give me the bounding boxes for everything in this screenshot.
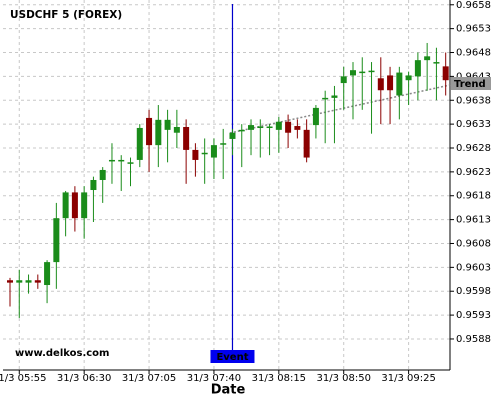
candle-body: [53, 218, 60, 263]
x-tick-label: 31/3 08:15: [252, 373, 306, 384]
candle-body: [257, 126, 264, 129]
y-tick-label: 0.9588: [456, 334, 491, 345]
candle-body: [201, 152, 208, 155]
candle-body: [118, 159, 125, 162]
candle-body: [414, 60, 421, 77]
watermark: www.delkos.com: [15, 348, 109, 359]
candle-body: [266, 126, 273, 129]
candle-body: [331, 95, 338, 98]
x-tick-label: 31/3 07:40: [187, 373, 241, 384]
event-label: Event: [216, 352, 248, 363]
y-tick-label: 0.9618: [456, 191, 491, 202]
candle-body: [340, 76, 347, 84]
y-tick-label: 0.9653: [456, 24, 491, 35]
candle-body: [405, 75, 412, 81]
candle-body: [294, 126, 301, 130]
candle-body: [81, 192, 88, 219]
candle-body: [442, 66, 449, 81]
chart-title: USDCHF 5 (FOREX): [10, 9, 122, 21]
y-tick-label: 0.9608: [456, 238, 491, 249]
candle-body: [7, 280, 13, 283]
candle-body: [99, 169, 106, 180]
candle-body: [424, 56, 431, 61]
candle-body: [220, 143, 227, 145]
candle-body: [62, 192, 69, 219]
y-tick-label: 0.9593: [456, 310, 491, 321]
y-tick-label: 0.9658: [456, 0, 491, 11]
candle-body: [396, 72, 403, 96]
candle-body: [183, 126, 190, 150]
candle-body: [155, 119, 162, 146]
event-box: [210, 350, 255, 363]
candle-body: [359, 71, 366, 74]
candle-body: [210, 145, 217, 158]
candle-body: [387, 75, 394, 91]
candle-body: [108, 159, 115, 162]
x-tick-label: 31/3 07:05: [122, 373, 176, 384]
trend-label: Trend: [454, 79, 486, 90]
x-axis-label: Date: [211, 383, 246, 398]
candle-body: [34, 280, 41, 283]
candle-body: [25, 280, 32, 283]
candle-body: [229, 132, 236, 139]
candle-body: [16, 280, 23, 283]
candle-body: [377, 78, 384, 91]
y-tick-label: 0.9643: [456, 71, 491, 82]
candle-body: [146, 117, 153, 146]
candle-body: [349, 70, 356, 76]
candle-body: [192, 149, 199, 160]
x-tick-label: 31/3 09:25: [381, 373, 435, 384]
candle-body: [71, 192, 78, 219]
candle-body: [312, 107, 319, 126]
candle-body: [164, 119, 171, 130]
y-tick-label: 0.9633: [456, 119, 491, 130]
candle-body: [248, 125, 255, 130]
candle-body: [127, 162, 134, 164]
x-tick-label: 31/3 08:50: [316, 373, 370, 384]
y-tick-label: 0.9598: [456, 286, 491, 297]
y-tick-label: 0.9638: [456, 95, 491, 106]
candle-body: [303, 129, 310, 158]
candle-body: [433, 62, 440, 64]
candle-body: [173, 126, 180, 133]
x-tick-label: 31/3 05:55: [0, 373, 46, 384]
y-tick-label: 0.9613: [456, 215, 491, 226]
candle-body: [238, 129, 245, 132]
trend-line: [229, 84, 451, 134]
y-tick-label: 0.9603: [456, 262, 491, 273]
candle-body: [275, 121, 282, 130]
candle-body: [285, 121, 292, 133]
candle-body: [44, 262, 51, 286]
y-tick-label: 0.9623: [456, 167, 491, 178]
candle-body: [368, 70, 375, 73]
candle-body: [322, 97, 329, 100]
y-tick-label: 0.9628: [456, 143, 491, 154]
candle-body: [136, 127, 143, 160]
trend-box: [451, 77, 491, 90]
y-tick-label: 0.9648: [456, 48, 491, 59]
candle-body: [90, 179, 97, 191]
x-tick-label: 31/3 06:30: [57, 373, 111, 384]
